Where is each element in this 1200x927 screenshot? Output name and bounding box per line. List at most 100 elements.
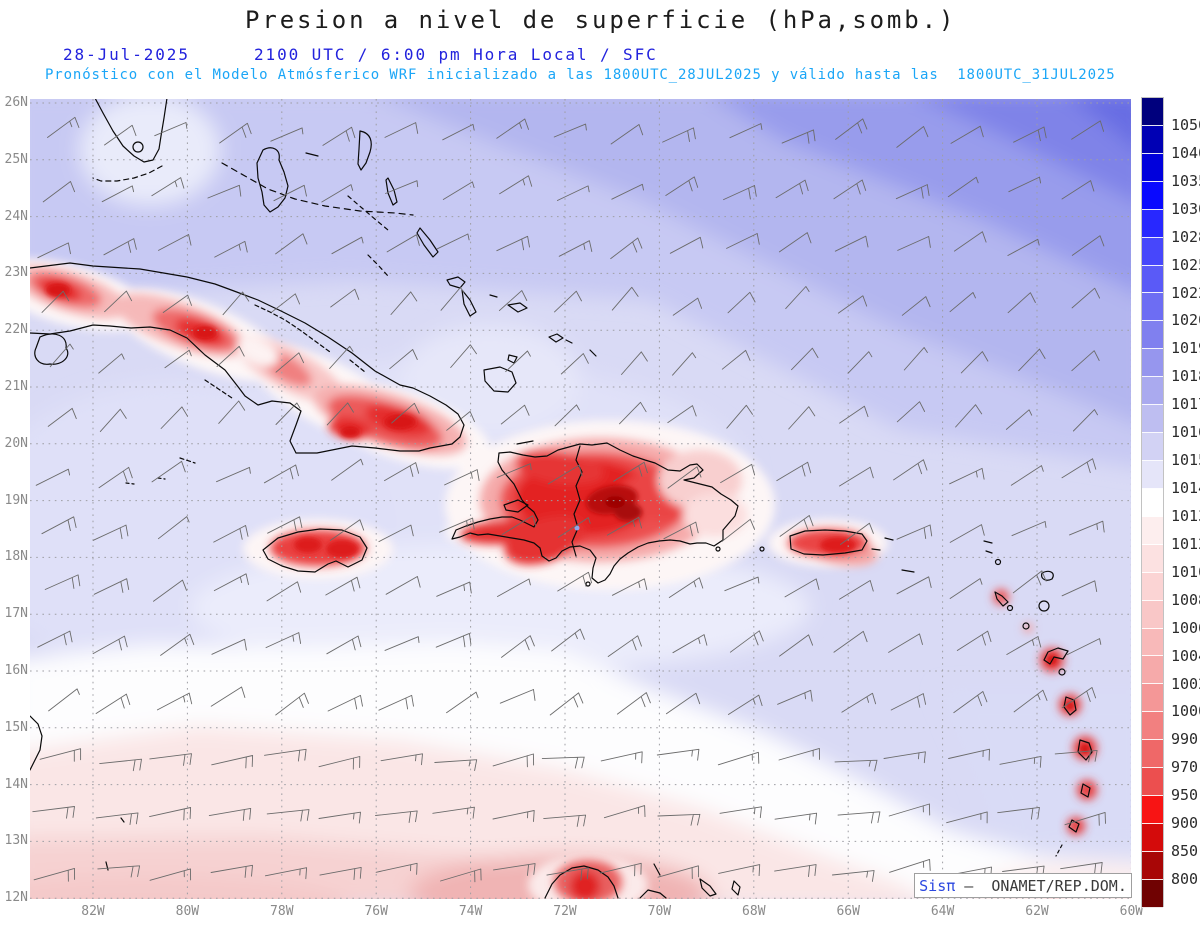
colorbar-level-label: 1022 [1171, 283, 1200, 302]
wind-barb [321, 184, 354, 203]
wind-barb [389, 349, 418, 370]
colorbar-segment [1142, 879, 1163, 908]
wind-barb [500, 404, 530, 425]
wind-barb [493, 863, 536, 876]
lat-label: 22N [4, 322, 28, 338]
wind-barb [275, 352, 305, 373]
wind-barb [37, 242, 71, 259]
wind-barb [1011, 521, 1047, 537]
wind-barb [778, 747, 820, 761]
wind-barb [501, 515, 537, 536]
wind-barb [98, 466, 133, 489]
wind-barb [37, 630, 73, 648]
wind-barb [831, 870, 875, 882]
wind-barbs [32, 116, 1106, 883]
colorbar-level-label: 1025 [1171, 255, 1200, 274]
wind-barb [541, 756, 585, 769]
wind-barb [997, 806, 1040, 820]
lat-label: 21N [4, 379, 28, 394]
wind-barb [547, 464, 583, 485]
wind-barb [1007, 238, 1040, 256]
colorbar-level-label: 1000 [1171, 702, 1200, 721]
colorbar-segment [1142, 684, 1163, 713]
model-init-line: Pronóstico con el Modelo Atmósferico WRF… [45, 67, 1116, 83]
colorbar-level-label: 1040 [1171, 143, 1200, 162]
wind-barb [607, 635, 642, 657]
wind-barb [893, 459, 928, 481]
colorbar-level-label: 1012 [1171, 534, 1200, 553]
wind-barb [99, 758, 142, 772]
wind-barb [1072, 409, 1098, 432]
wind-barb [895, 184, 930, 200]
wind-barb [946, 811, 988, 824]
colorbar-segment [1142, 768, 1163, 797]
wind-barb [92, 635, 128, 655]
wind-barb [210, 864, 253, 878]
wind-barb [48, 688, 80, 712]
wind-barb [266, 809, 310, 822]
lon-label: 82W [81, 904, 105, 919]
wind-barb [95, 693, 131, 714]
wind-barb [546, 867, 589, 881]
wind-barb [667, 405, 697, 424]
wind-barb [883, 751, 926, 764]
wind-barb [785, 286, 810, 310]
wind-barb [896, 576, 932, 595]
lat-label: 24N [4, 208, 28, 224]
colorbar-segment [1142, 488, 1163, 517]
colorbar-segment [1142, 572, 1163, 601]
wind-barb [1013, 689, 1048, 713]
wind-barb [557, 571, 593, 592]
wind-barb [432, 806, 475, 819]
lon-label: 74W [458, 904, 483, 919]
page-title: Presion a nivel de superficie (hPa,somb.… [245, 6, 957, 34]
wind-barb [35, 468, 71, 486]
wind-barb [385, 180, 419, 194]
colorbar-segment [1142, 823, 1163, 852]
wind-barb [779, 634, 814, 657]
wind-barb [896, 524, 933, 540]
colorbar-segment [1142, 851, 1163, 880]
wind-barb [720, 463, 756, 484]
wind-barb [216, 466, 251, 483]
wind-barb [210, 686, 246, 707]
coastlines [30, 99, 1093, 899]
colorbar-segment [1142, 209, 1163, 238]
wind-barb [724, 576, 760, 592]
wind-barb [721, 518, 756, 542]
colorbar-segment [1142, 265, 1163, 294]
colorbar-level-label: 1018 [1171, 367, 1200, 386]
lon-label: 76W [364, 904, 388, 919]
colorbar-segment [1142, 600, 1163, 629]
wind-barb [499, 689, 536, 704]
wind-barb [385, 576, 421, 595]
wind-barb [98, 353, 125, 374]
wind-barb [611, 578, 648, 596]
lon-label: 68W [742, 904, 766, 919]
wind-barb [888, 803, 931, 817]
wind-barb [949, 578, 983, 599]
forecast-time: 2100 UTC / 6:00 pm Hora Local / SFC [254, 45, 658, 64]
wind-barb [446, 691, 479, 714]
wind-barb [788, 406, 816, 430]
wind-barb [49, 343, 74, 368]
wind-barb [955, 404, 983, 428]
wind-barb [214, 240, 248, 258]
lon-label: 78W [270, 904, 294, 919]
wind-barb [1061, 180, 1095, 200]
colorbar-level-label: 950 [1171, 786, 1199, 805]
wind-barb [492, 810, 535, 822]
colorbar-segment [1142, 740, 1163, 769]
lon-label: 72W [553, 904, 577, 919]
wind-barb [380, 753, 423, 766]
wind-barb [384, 462, 420, 482]
wind-barb [219, 122, 252, 144]
colorbar-segment [1142, 516, 1163, 545]
wind-barb [717, 751, 760, 766]
wind-barb [667, 466, 702, 489]
wind-barb [41, 516, 77, 535]
lat-label: 20N [4, 435, 28, 451]
wind-barb [781, 129, 816, 144]
wind-barb [211, 638, 247, 655]
wind-barb [496, 463, 532, 478]
